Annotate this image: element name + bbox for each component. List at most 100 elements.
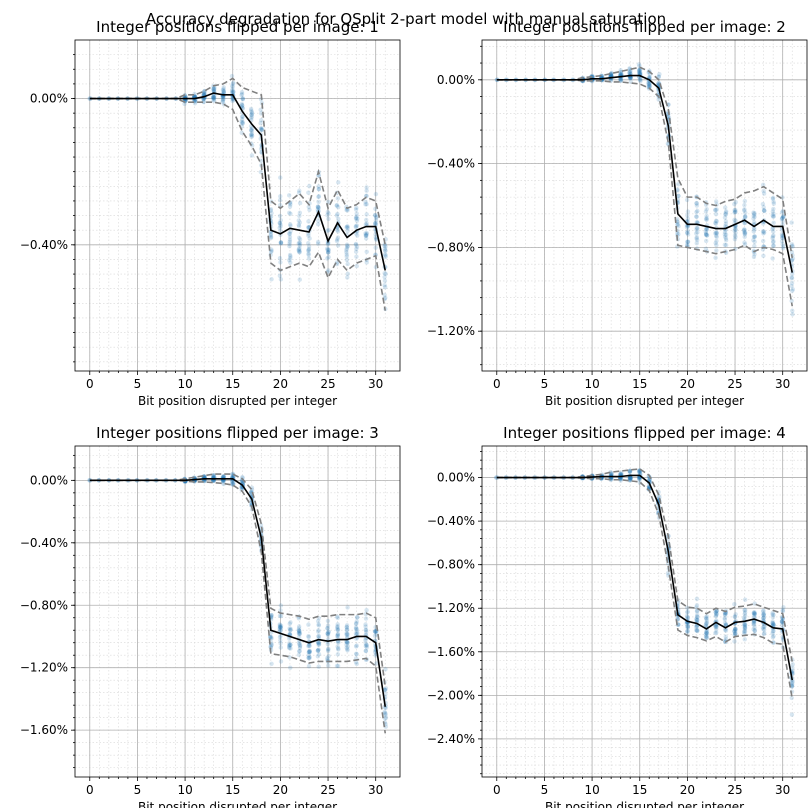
data-point xyxy=(249,111,255,116)
data-point xyxy=(742,230,747,235)
data-point xyxy=(373,221,378,226)
mean-line xyxy=(496,74,794,273)
data-point xyxy=(335,652,341,657)
data-point xyxy=(326,653,331,659)
data-point xyxy=(627,468,632,474)
data-point xyxy=(211,86,216,91)
data-point xyxy=(676,193,681,199)
data-point xyxy=(345,634,350,640)
data-point xyxy=(733,631,738,636)
data-point xyxy=(685,216,690,221)
data-point xyxy=(345,224,350,229)
data-point xyxy=(383,248,388,253)
grid xyxy=(75,446,400,777)
data-point xyxy=(307,656,312,661)
data-point xyxy=(326,250,331,255)
data-point xyxy=(704,621,709,626)
data-point xyxy=(336,646,341,651)
data-point xyxy=(722,627,728,633)
data-point xyxy=(761,632,767,637)
data-point xyxy=(221,474,226,479)
data-point xyxy=(742,624,748,629)
x-tick-label: 20 xyxy=(680,377,695,391)
data-point xyxy=(288,642,293,647)
data-point xyxy=(325,648,331,654)
data-point xyxy=(297,645,303,651)
data-point xyxy=(713,613,719,619)
data-point xyxy=(713,609,718,615)
data-point xyxy=(742,214,748,219)
data-point xyxy=(703,615,709,620)
data-point xyxy=(382,709,387,715)
data-point xyxy=(296,616,302,621)
data-point xyxy=(231,480,236,486)
data-point xyxy=(316,634,321,639)
data-point xyxy=(335,632,341,637)
data-point xyxy=(723,232,729,237)
data-point xyxy=(771,220,776,226)
data-point xyxy=(382,292,387,298)
data-point xyxy=(685,224,691,229)
data-point xyxy=(296,218,301,223)
data-point xyxy=(684,613,690,619)
data-point xyxy=(268,206,274,212)
data-point xyxy=(221,90,226,95)
x-tick-label: 20 xyxy=(273,377,288,391)
x-tick-label: 20 xyxy=(680,783,695,797)
y-tick-label: −0.80% xyxy=(427,240,475,254)
data-point xyxy=(334,203,340,208)
data-point xyxy=(316,629,321,634)
data-point xyxy=(288,665,293,670)
data-point xyxy=(714,608,719,614)
data-point xyxy=(752,628,758,634)
data-point xyxy=(627,70,632,75)
data-point xyxy=(278,633,283,638)
data-point xyxy=(364,185,369,190)
data-point xyxy=(325,641,331,647)
data-point xyxy=(307,183,312,189)
grid xyxy=(75,40,400,371)
upper-band-line xyxy=(496,468,794,662)
data-point xyxy=(618,68,623,73)
data-point xyxy=(297,237,303,242)
data-point xyxy=(780,619,785,625)
data-point xyxy=(382,243,387,248)
data-point xyxy=(221,95,226,100)
data-point xyxy=(751,237,756,243)
data-point xyxy=(714,630,719,635)
data-point xyxy=(211,95,217,100)
data-point xyxy=(336,647,341,652)
data-point xyxy=(742,637,747,642)
data-point xyxy=(229,73,235,79)
data-point xyxy=(770,612,775,617)
data-point xyxy=(714,624,719,630)
data-point xyxy=(306,643,311,649)
y-tick-label: −2.40% xyxy=(427,732,475,746)
data-point xyxy=(647,74,652,80)
data-point xyxy=(752,239,757,244)
data-point xyxy=(714,230,719,236)
data-point xyxy=(297,241,303,246)
data-point xyxy=(278,603,284,608)
data-point xyxy=(239,92,244,98)
data-point xyxy=(790,682,795,688)
data-point xyxy=(713,623,718,628)
lower-band-line xyxy=(496,476,794,699)
data-point xyxy=(627,475,633,481)
data-point xyxy=(364,221,369,226)
data-point xyxy=(269,635,274,640)
data-point xyxy=(494,475,499,480)
x-tick-label: 10 xyxy=(177,783,192,797)
data-point xyxy=(619,472,624,477)
data-point xyxy=(751,254,757,260)
data-point xyxy=(742,234,747,240)
data-point xyxy=(618,472,624,477)
data-point xyxy=(326,241,331,246)
data-point xyxy=(344,252,349,257)
data-point xyxy=(316,633,322,639)
data-point xyxy=(665,141,671,146)
data-point xyxy=(703,217,709,222)
data-point xyxy=(345,224,350,229)
data-point xyxy=(316,640,321,645)
data-point xyxy=(259,127,264,133)
